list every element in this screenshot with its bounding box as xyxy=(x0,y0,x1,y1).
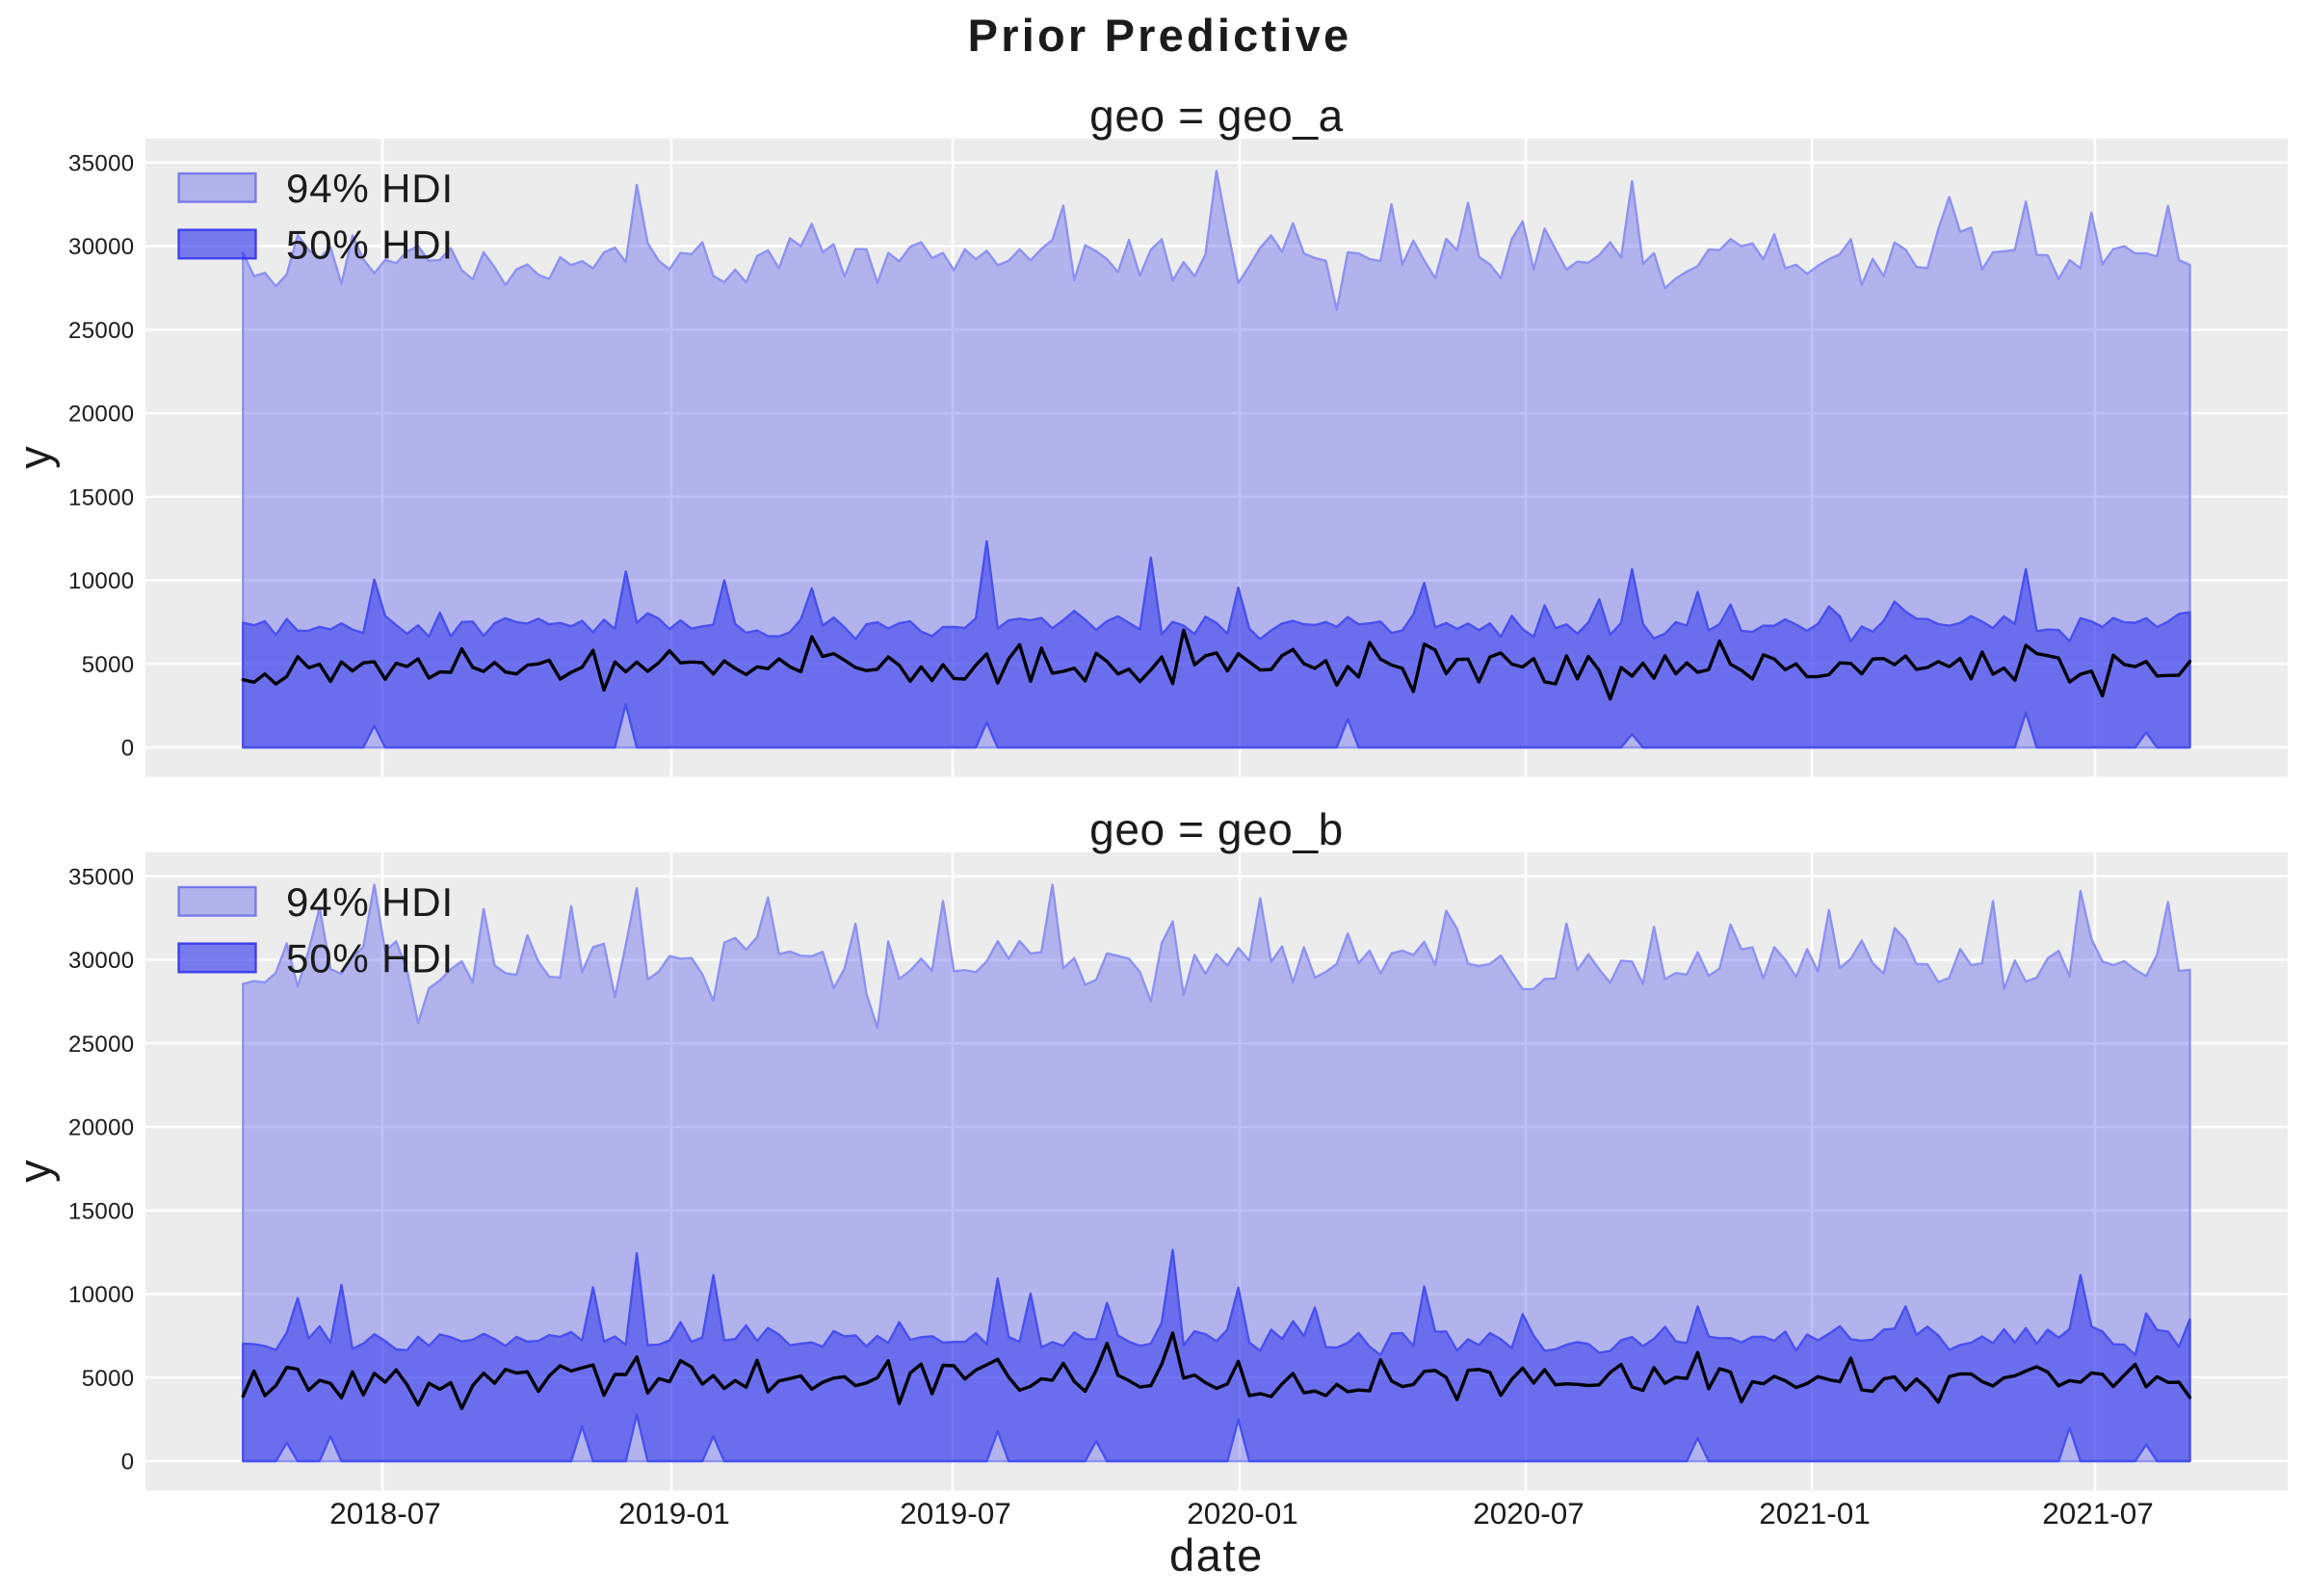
svg-text:geo = geo_a: geo = geo_a xyxy=(1089,91,1344,141)
svg-text:30000: 30000 xyxy=(68,948,135,974)
svg-text:5000: 5000 xyxy=(82,1366,135,1392)
svg-text:2019-07: 2019-07 xyxy=(900,1496,1011,1531)
svg-text:y: y xyxy=(9,446,60,469)
svg-text:10000: 10000 xyxy=(68,1282,135,1308)
svg-text:20000: 20000 xyxy=(68,1115,135,1141)
svg-text:5000: 5000 xyxy=(82,652,135,678)
svg-text:50% HDI: 50% HDI xyxy=(286,222,454,268)
svg-text:0: 0 xyxy=(121,1450,135,1476)
svg-text:y: y xyxy=(9,1160,60,1183)
svg-text:30000: 30000 xyxy=(68,234,135,260)
svg-text:35000: 35000 xyxy=(68,150,135,176)
svg-text:2019-01: 2019-01 xyxy=(618,1496,730,1531)
svg-text:Prior Predictive: Prior Predictive xyxy=(968,10,1352,61)
svg-text:2021-07: 2021-07 xyxy=(2042,1496,2154,1531)
svg-text:25000: 25000 xyxy=(68,1032,135,1058)
svg-text:50% HDI: 50% HDI xyxy=(286,936,454,981)
svg-text:10000: 10000 xyxy=(68,568,135,594)
svg-text:0: 0 xyxy=(121,736,135,762)
svg-text:2020-01: 2020-01 xyxy=(1187,1496,1298,1531)
svg-text:25000: 25000 xyxy=(68,318,135,344)
svg-text:15000: 15000 xyxy=(68,1198,135,1224)
svg-text:date: date xyxy=(1169,1530,1264,1581)
svg-text:2021-01: 2021-01 xyxy=(1759,1496,1871,1531)
svg-text:94% HDI: 94% HDI xyxy=(286,879,454,925)
svg-text:94% HDI: 94% HDI xyxy=(286,166,454,211)
svg-text:geo = geo_b: geo = geo_b xyxy=(1089,804,1344,854)
svg-text:2018-07: 2018-07 xyxy=(329,1496,441,1531)
svg-text:15000: 15000 xyxy=(68,484,135,510)
svg-text:20000: 20000 xyxy=(68,402,135,428)
svg-text:35000: 35000 xyxy=(68,864,135,890)
svg-text:2020-07: 2020-07 xyxy=(1473,1496,1585,1531)
